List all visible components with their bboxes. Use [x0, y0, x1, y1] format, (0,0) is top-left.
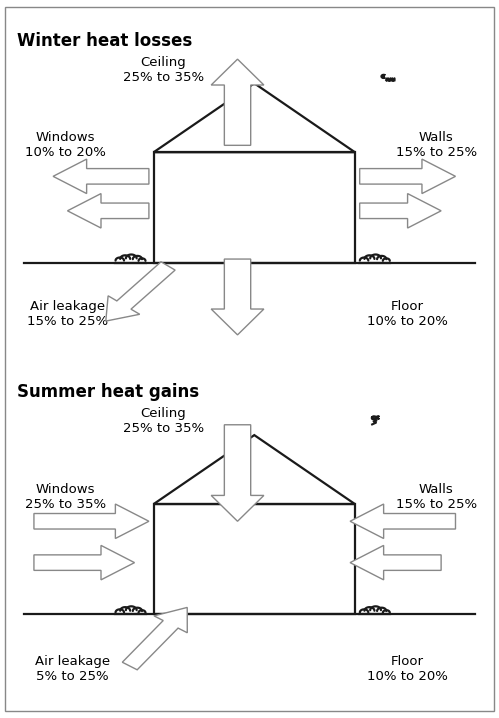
- Text: Floor
10% to 20%: Floor 10% to 20%: [367, 656, 448, 684]
- FancyArrow shape: [67, 194, 149, 228]
- FancyArrow shape: [106, 262, 175, 321]
- FancyArrow shape: [211, 425, 264, 521]
- Text: Air leakage
5% to 25%: Air leakage 5% to 25%: [35, 656, 110, 684]
- FancyArrow shape: [34, 546, 135, 580]
- Text: Summer heat gains: Summer heat gains: [17, 383, 199, 401]
- Text: Ceiling
25% to 35%: Ceiling 25% to 35%: [123, 407, 204, 435]
- FancyArrow shape: [34, 504, 149, 538]
- Text: Air leakage
15% to 25%: Air leakage 15% to 25%: [27, 300, 108, 328]
- Text: Ceiling
25% to 35%: Ceiling 25% to 35%: [123, 55, 204, 83]
- FancyArrow shape: [211, 259, 264, 335]
- Text: Walls
15% to 25%: Walls 15% to 25%: [396, 131, 477, 159]
- FancyArrow shape: [360, 194, 441, 228]
- FancyArrow shape: [350, 546, 441, 580]
- FancyArrow shape: [53, 159, 149, 194]
- Polygon shape: [381, 75, 385, 78]
- Text: Walls
15% to 25%: Walls 15% to 25%: [396, 483, 477, 511]
- Text: Windows
10% to 20%: Windows 10% to 20%: [24, 131, 105, 159]
- FancyArrow shape: [360, 159, 456, 194]
- Text: Floor
10% to 20%: Floor 10% to 20%: [367, 300, 448, 328]
- Text: Winter heat losses: Winter heat losses: [17, 32, 193, 50]
- FancyArrow shape: [211, 59, 264, 145]
- Polygon shape: [371, 416, 377, 420]
- FancyArrow shape: [350, 504, 456, 538]
- Text: Windows
25% to 35%: Windows 25% to 35%: [24, 483, 106, 511]
- Polygon shape: [376, 416, 379, 419]
- FancyArrow shape: [122, 607, 187, 670]
